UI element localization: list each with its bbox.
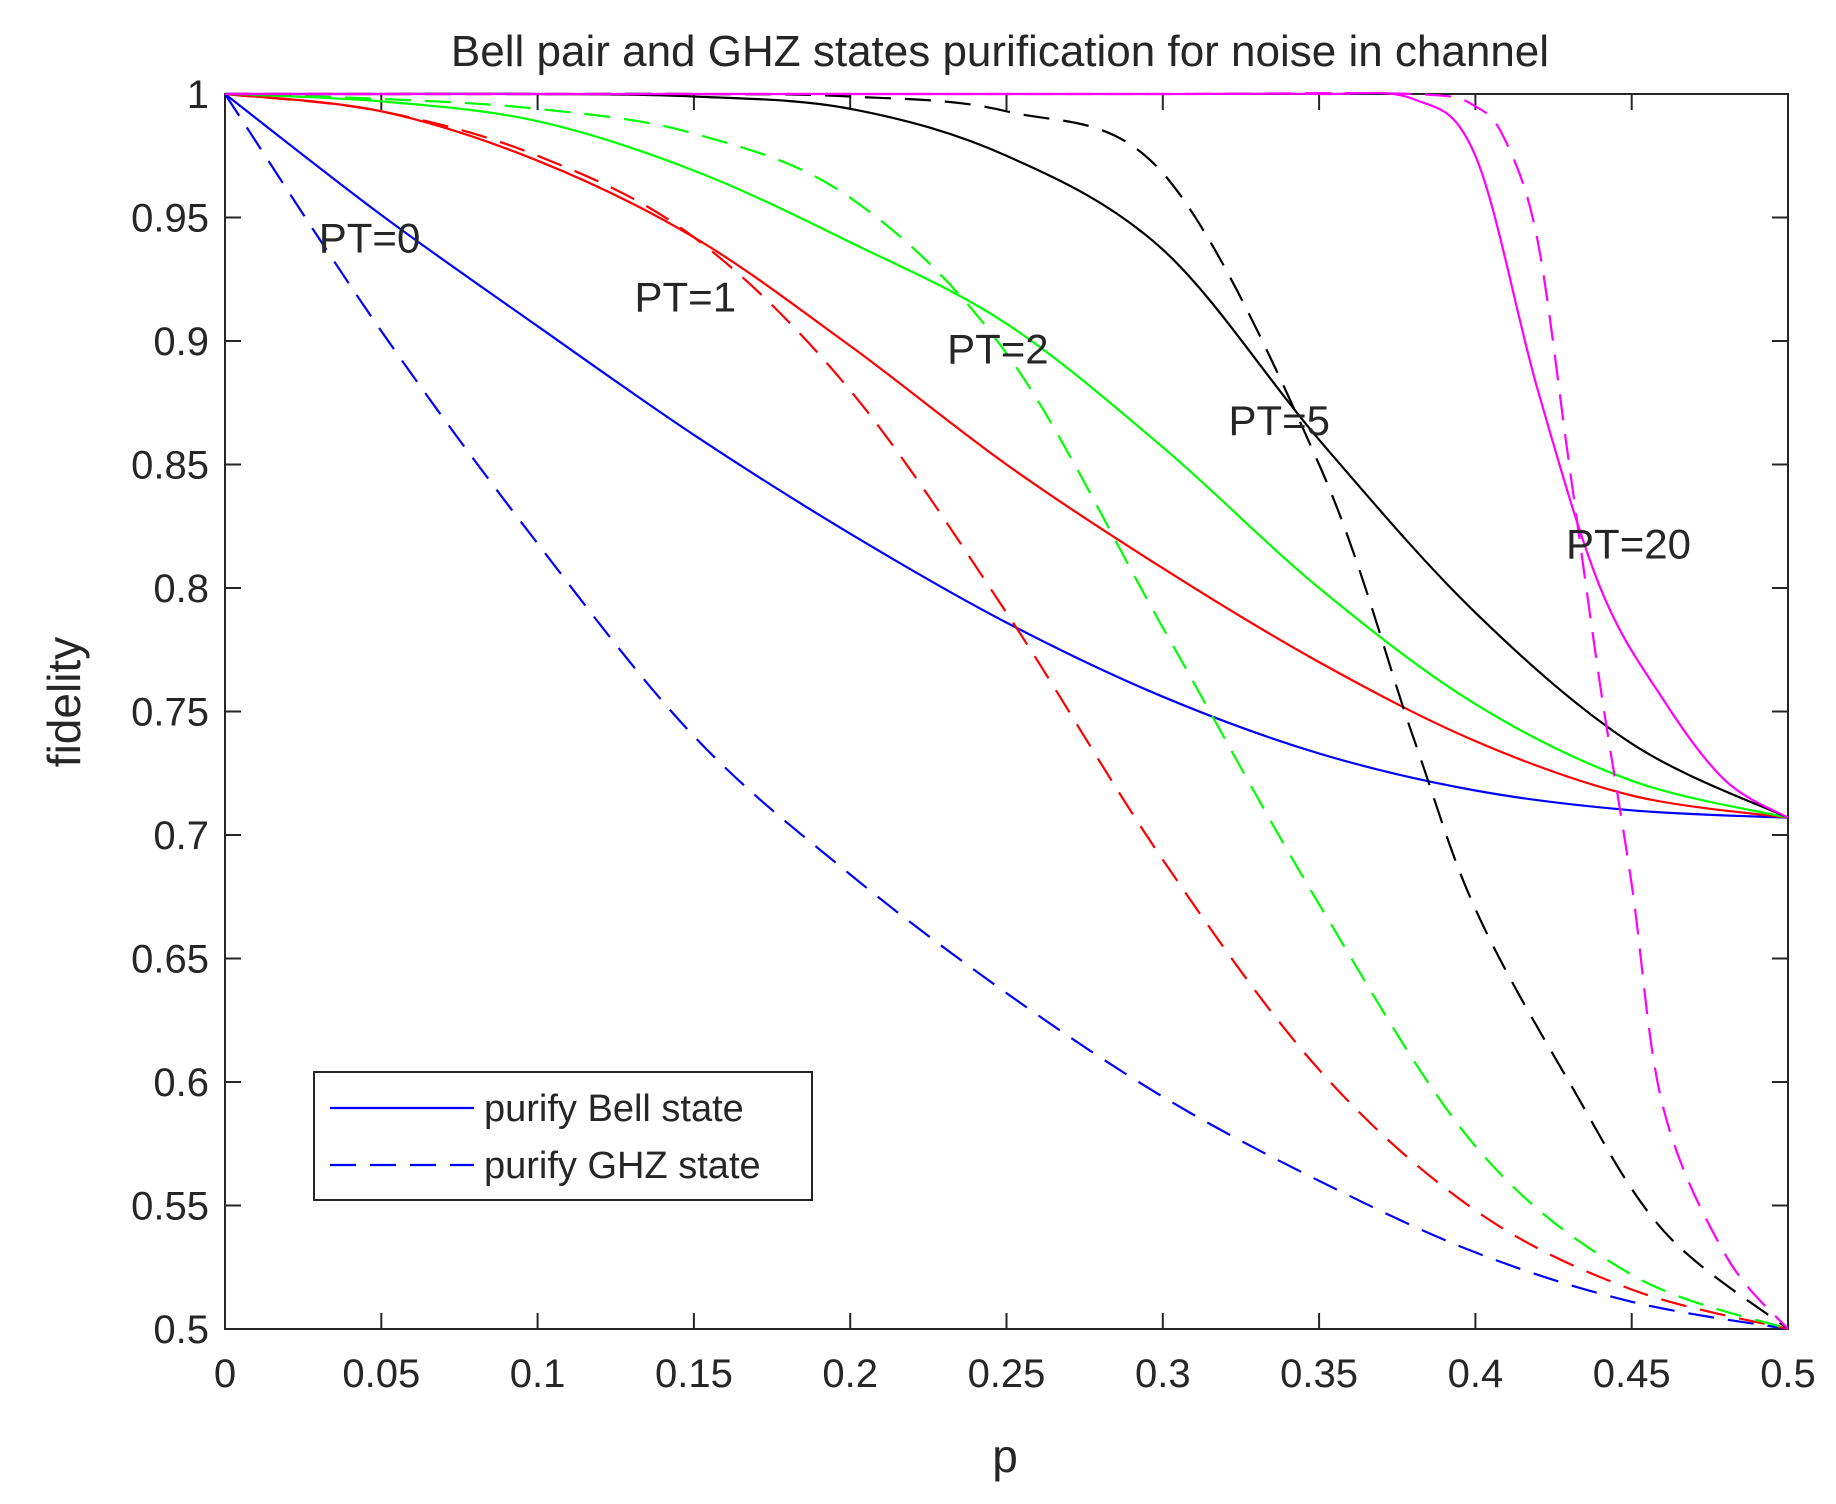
y-axis-label: fidelity: [38, 637, 90, 767]
x-tick-label: 0.45: [1593, 1352, 1671, 1396]
x-tick-label: 0.1: [510, 1352, 566, 1396]
x-tick-label: 0.15: [655, 1352, 733, 1396]
legend-label: purify GHZ state: [484, 1145, 761, 1187]
chart-title: Bell pair and GHZ states purification fo…: [451, 27, 1549, 76]
series-line-ghz-pt-20: [225, 91, 1789, 1330]
x-tick-label: 0.05: [342, 1352, 420, 1396]
y-tick-label: 0.6: [153, 1061, 209, 1105]
y-tick-label: 0.5: [153, 1308, 209, 1352]
y-tick-label: 0.55: [131, 1185, 209, 1229]
y-tick-label: 0.95: [131, 197, 209, 241]
y-tick-label: 0.65: [131, 938, 209, 982]
series-line-ghz-pt-0: [224, 93, 1789, 1331]
series-line-ghz-pt-1: [224, 92, 1789, 1331]
annotation-label: PT=1: [635, 274, 737, 321]
x-tick-label: 0.5: [1760, 1352, 1816, 1396]
series-line-bell-pt-2: [224, 92, 1789, 819]
x-tick-label: 0.2: [822, 1352, 878, 1396]
legend-label: purify Bell state: [484, 1088, 744, 1130]
series-line-ghz-pt-2: [224, 92, 1789, 1331]
x-tick-label: 0.25: [968, 1352, 1046, 1396]
y-tick-label: 0.7: [153, 814, 209, 858]
x-tick-label: 0.3: [1135, 1352, 1191, 1396]
x-tick-label: 0: [214, 1352, 236, 1396]
annotation-label: PT=2: [947, 325, 1049, 372]
y-tick-label: 0.75: [131, 691, 209, 735]
annotation-label: PT=20: [1566, 521, 1691, 568]
series-line-bell-pt-1: [224, 92, 1789, 819]
x-axis-label: p: [992, 1430, 1018, 1482]
y-tick-label: 0.85: [131, 444, 209, 488]
y-tick-label: 1: [187, 73, 209, 117]
x-tick-label: 0.35: [1280, 1352, 1358, 1396]
series-line-bell-pt-0: [224, 93, 1789, 819]
legend-box: [313, 1071, 813, 1201]
y-tick-label: 0.9: [153, 320, 209, 364]
annotation-label: PT=0: [319, 214, 421, 261]
annotation-label: PT=5: [1228, 397, 1330, 444]
x-tick-label: 0.4: [1448, 1352, 1504, 1396]
legend: purify Bell state purify GHZ state: [313, 1071, 813, 1201]
y-tick-label: 0.8: [153, 567, 209, 611]
